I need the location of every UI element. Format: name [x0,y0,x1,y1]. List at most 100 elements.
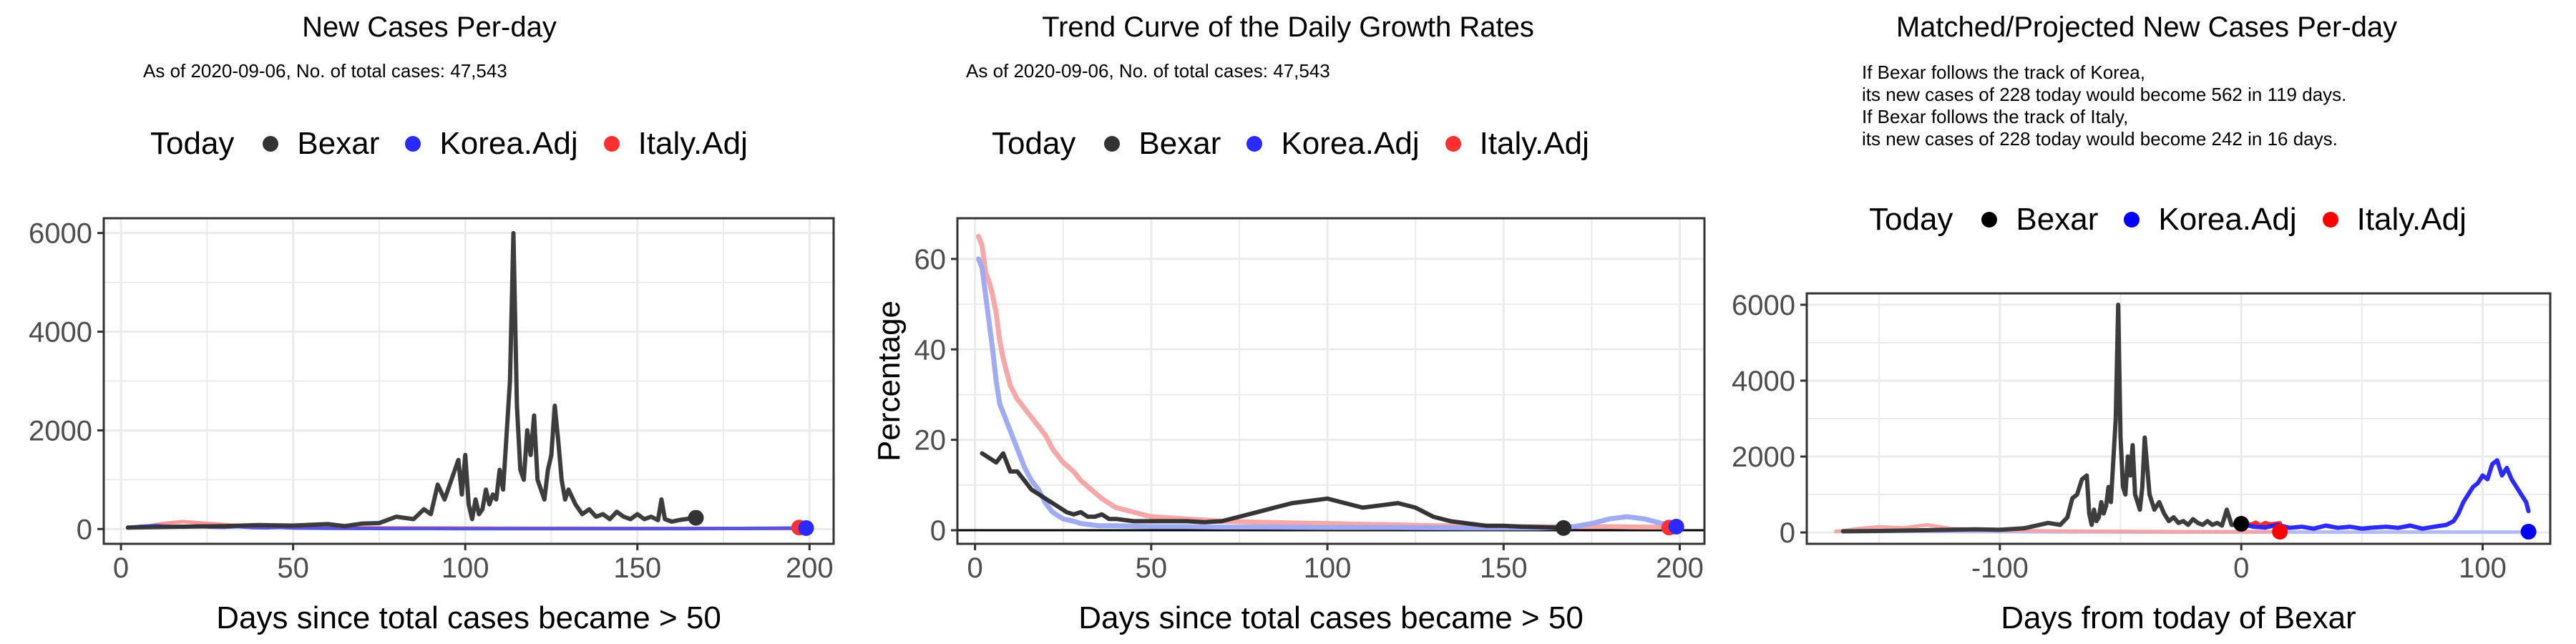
legend-label: Italy.Adj [1479,126,1589,161]
chart-subtitle: As of 2020-09-06, No. of total cases: 47… [966,60,1330,82]
legend-item-italy: Italy.Adj [1445,126,1589,162]
y-tick-label: 2000 [1732,441,1795,473]
legend-label: Bexar [297,126,380,161]
plot-border [102,217,835,545]
legend-dot-icon [1246,136,1263,152]
chart-subtitle: If Bexar follows the track of Korea, its… [1862,62,2346,150]
legend-dot-icon [2322,212,2338,228]
point-italy-today [2272,524,2288,540]
legend-dot-icon [1981,212,1998,228]
x-tick-label: 0 [2233,552,2249,584]
subtitle-line: As of 2020-09-06, No. of total cases: 47… [966,60,1330,82]
legend-dot-icon [405,136,421,152]
legend-item-korea: Korea.Adj [2124,202,2297,238]
x-axis-label: Days from today of Bexar [2001,600,2356,635]
legend: Today Bexar Korea.Adj Italy.Adj [150,126,774,162]
subtitle-line: If Bexar follows the track of Italy, [1862,106,2129,127]
chart-title: Matched/Projected New Cases Per-day [1896,11,2398,43]
plot-border [1805,292,2552,545]
legend: Today Bexar Korea.Adj Italy.Adj [992,126,1615,162]
panel-new-cases: New Cases Per-day As of 2020-09-06, No. … [0,0,859,644]
series-line-bexar [1840,302,2244,534]
x-tick-label: 100 [1304,552,1352,584]
x-axis-label: Days since total cases became > 50 [216,600,721,635]
minor-gridlines [1807,293,2550,544]
series-line-korea-adj [2239,458,2531,531]
legend-label: Korea.Adj [2158,202,2297,237]
legend-item-bexar: Bexar [263,126,379,162]
major-gridlines [104,218,834,544]
x-tick-label: 100 [2459,552,2507,584]
legend-title: Today [1869,202,1953,237]
legend-label: Korea.Adj [439,126,578,161]
chart-title: New Cases Per-day [302,11,557,43]
legend-label: Bexar [2016,202,2099,237]
minor-gridlines [957,218,1704,544]
subtitle-line: As of 2020-09-06, No. of total cases: 47… [143,60,507,82]
legend-title: Today [992,126,1076,161]
y-tick-label: 0 [77,514,92,545]
series-line-bexar [980,451,1566,530]
subtitle-line: its new cases of 228 today would become … [1862,128,2338,150]
x-tick-label: 0 [967,552,982,584]
axes: 0 50 100 150 200 0 20 40 60 Days since total case… [872,244,1704,635]
legend-dot-icon [2124,212,2140,228]
point-bexar-today [688,509,704,526]
y-tick-label: 60 [914,244,947,275]
legend-item-bexar: Bexar [1981,202,2098,238]
series-line-bexar [125,230,698,530]
series-group [125,230,811,531]
legend-item-bexar: Bexar [1104,126,1221,162]
legend-dot-icon [1104,136,1121,152]
legend-title: Today [150,126,235,161]
point-bexar-today [1556,519,1572,536]
y-tick-label: 2000 [29,415,92,447]
legend-item-italy: Italy.Adj [603,126,748,162]
legend-dot-icon [263,136,279,152]
panel-growth-rates: Trend Curve of the Daily Growth Rates As… [859,0,1717,644]
chart-title: Trend Curve of the Daily Growth Rates [1042,11,1534,43]
x-axis-label: Days since total cases became > 50 [1078,600,1584,635]
y-tick-label: 6000 [1732,290,1795,321]
series-group [957,233,1704,532]
chart-subtitle: As of 2020-09-06, No. of total cases: 47… [143,60,507,82]
y-tick-label: 0 [1780,517,1795,549]
y-tick-label: 6000 [29,218,92,250]
point-bexar-today [2233,516,2250,532]
legend-item-korea: Korea.Adj [405,126,578,162]
series-line-korea-adj [976,256,1682,531]
legend-label: Italy.Adj [2356,202,2467,237]
point-korea-today [1668,518,1684,535]
y-tick-label: 0 [930,515,946,547]
y-tick-label: 20 [914,425,947,457]
legend-dot-icon [1445,136,1461,152]
chart-growth-rates: 0 50 100 150 200 0 20 40 60 Days since total case… [872,217,1706,635]
panel-projected: Matched/Projected New Cases Per-day If B… [1717,0,2576,644]
legend-dot-icon [603,136,620,152]
x-tick-label: 50 [1136,552,1168,584]
legend-item-italy: Italy.Adj [2322,202,2467,238]
y-tick-label: 40 [914,334,947,366]
subtitle-line: its new cases of 228 today would become … [1862,84,2347,105]
legend-item-korea: Korea.Adj [1246,126,1420,162]
y-tick-label: 4000 [1732,366,1795,397]
x-tick-label: 0 [113,552,129,584]
legend-label: Italy.Adj [638,126,748,161]
x-tick-label: 200 [786,552,834,584]
plot-border [956,217,1706,545]
x-tick-label: 100 [441,552,489,584]
legend-label: Bexar [1138,126,1221,161]
legend: Today Bexar Korea.Adj Italy.Adj [1869,202,2492,238]
y-tick-label: 4000 [29,317,92,348]
x-tick-label: 200 [1656,552,1704,584]
x-tick-label: 150 [613,552,661,584]
x-tick-label: 50 [277,552,309,584]
x-tick-label: 150 [1480,552,1528,584]
point-korea-today [2520,524,2537,540]
point-korea-today [798,519,814,536]
subtitle-line: If Bexar follows the track of Korea, [1862,62,2145,83]
